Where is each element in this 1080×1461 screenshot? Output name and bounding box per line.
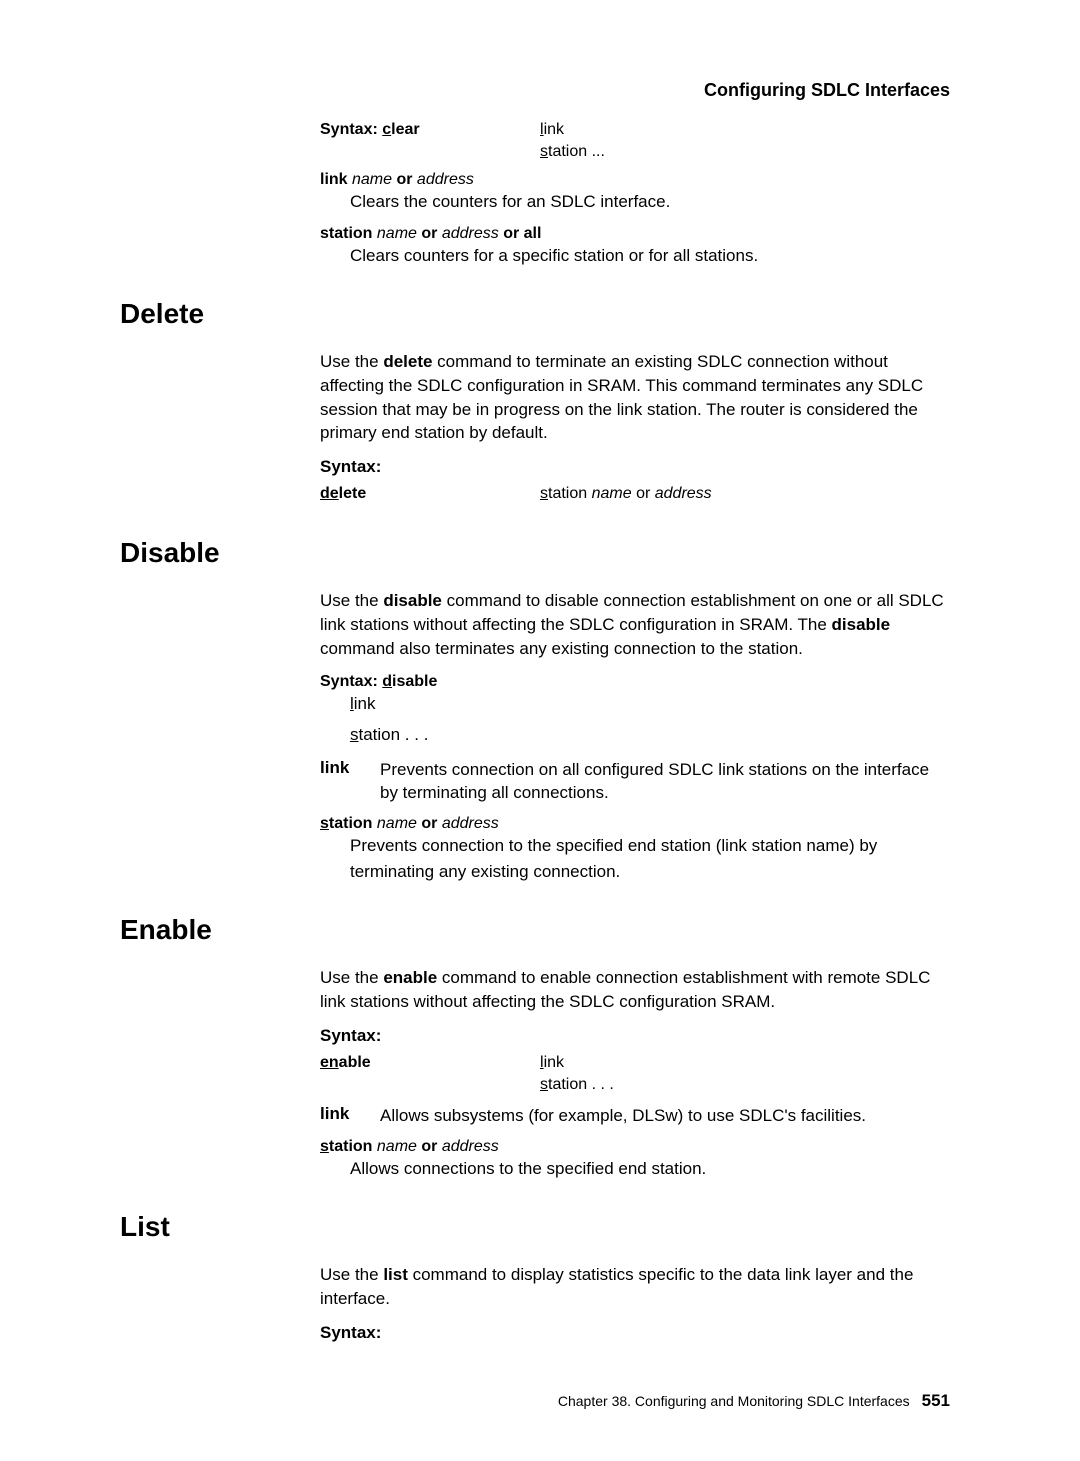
clear-station-desc: Clears counters for a specific station o… — [350, 243, 950, 269]
heading-disable: Disable — [120, 537, 300, 569]
heading-delete: Delete — [120, 298, 300, 330]
clear-station-term: station name or address or all — [320, 225, 950, 243]
enable-opt-link: link — [540, 1054, 950, 1072]
enable-opt-station: station . . . — [540, 1076, 950, 1094]
syntax-clear-opt-link: link — [540, 121, 950, 139]
delete-syntax-label: Syntax: — [320, 457, 950, 477]
heading-enable: Enable — [120, 914, 300, 946]
enable-syntax-label: Syntax: — [320, 1026, 950, 1046]
page-footer: Chapter 38. Configuring and Monitoring S… — [120, 1391, 950, 1411]
clear-link-desc: Clears the counters for an SDLC interfac… — [350, 189, 950, 215]
enable-paragraph: Use the enable command to enable connect… — [320, 966, 950, 1014]
delete-arg: station name or address — [540, 485, 950, 503]
clear-link-term: link name or address — [320, 171, 950, 189]
syntax-clear-label: Syntax: clear — [320, 121, 540, 139]
enable-station-desc: Allows connections to the specified end … — [350, 1156, 950, 1182]
disable-paragraph: Use the disable command to disable conne… — [320, 589, 950, 660]
list-syntax-label: Syntax: — [320, 1323, 950, 1343]
enable-link-term: link — [320, 1104, 380, 1128]
disable-station-desc: Prevents connection to the specified end… — [350, 833, 950, 884]
heading-list: List — [120, 1211, 300, 1243]
disable-syntax-label: Syntax: disable — [320, 673, 950, 691]
syntax-clear-opt-station: station ... — [540, 143, 950, 161]
delete-paragraph: Use the delete command to terminate an e… — [320, 350, 950, 445]
disable-link-term: link — [320, 758, 380, 806]
delete-cmd: delete — [320, 485, 540, 503]
enable-link-desc: Allows subsystems (for example, DLSw) to… — [380, 1104, 950, 1128]
enable-station-term: station name or address — [320, 1138, 950, 1156]
section-header: Configuring SDLC Interfaces — [120, 80, 950, 101]
list-paragraph: Use the list command to display statisti… — [320, 1263, 950, 1311]
disable-link-desc: Prevents connection on all configured SD… — [380, 758, 950, 806]
disable-opt-link: link — [350, 691, 950, 717]
enable-cmd: enable — [320, 1054, 540, 1072]
disable-opt-station: station . . . — [350, 722, 950, 748]
disable-station-term: station name or address — [320, 815, 950, 833]
